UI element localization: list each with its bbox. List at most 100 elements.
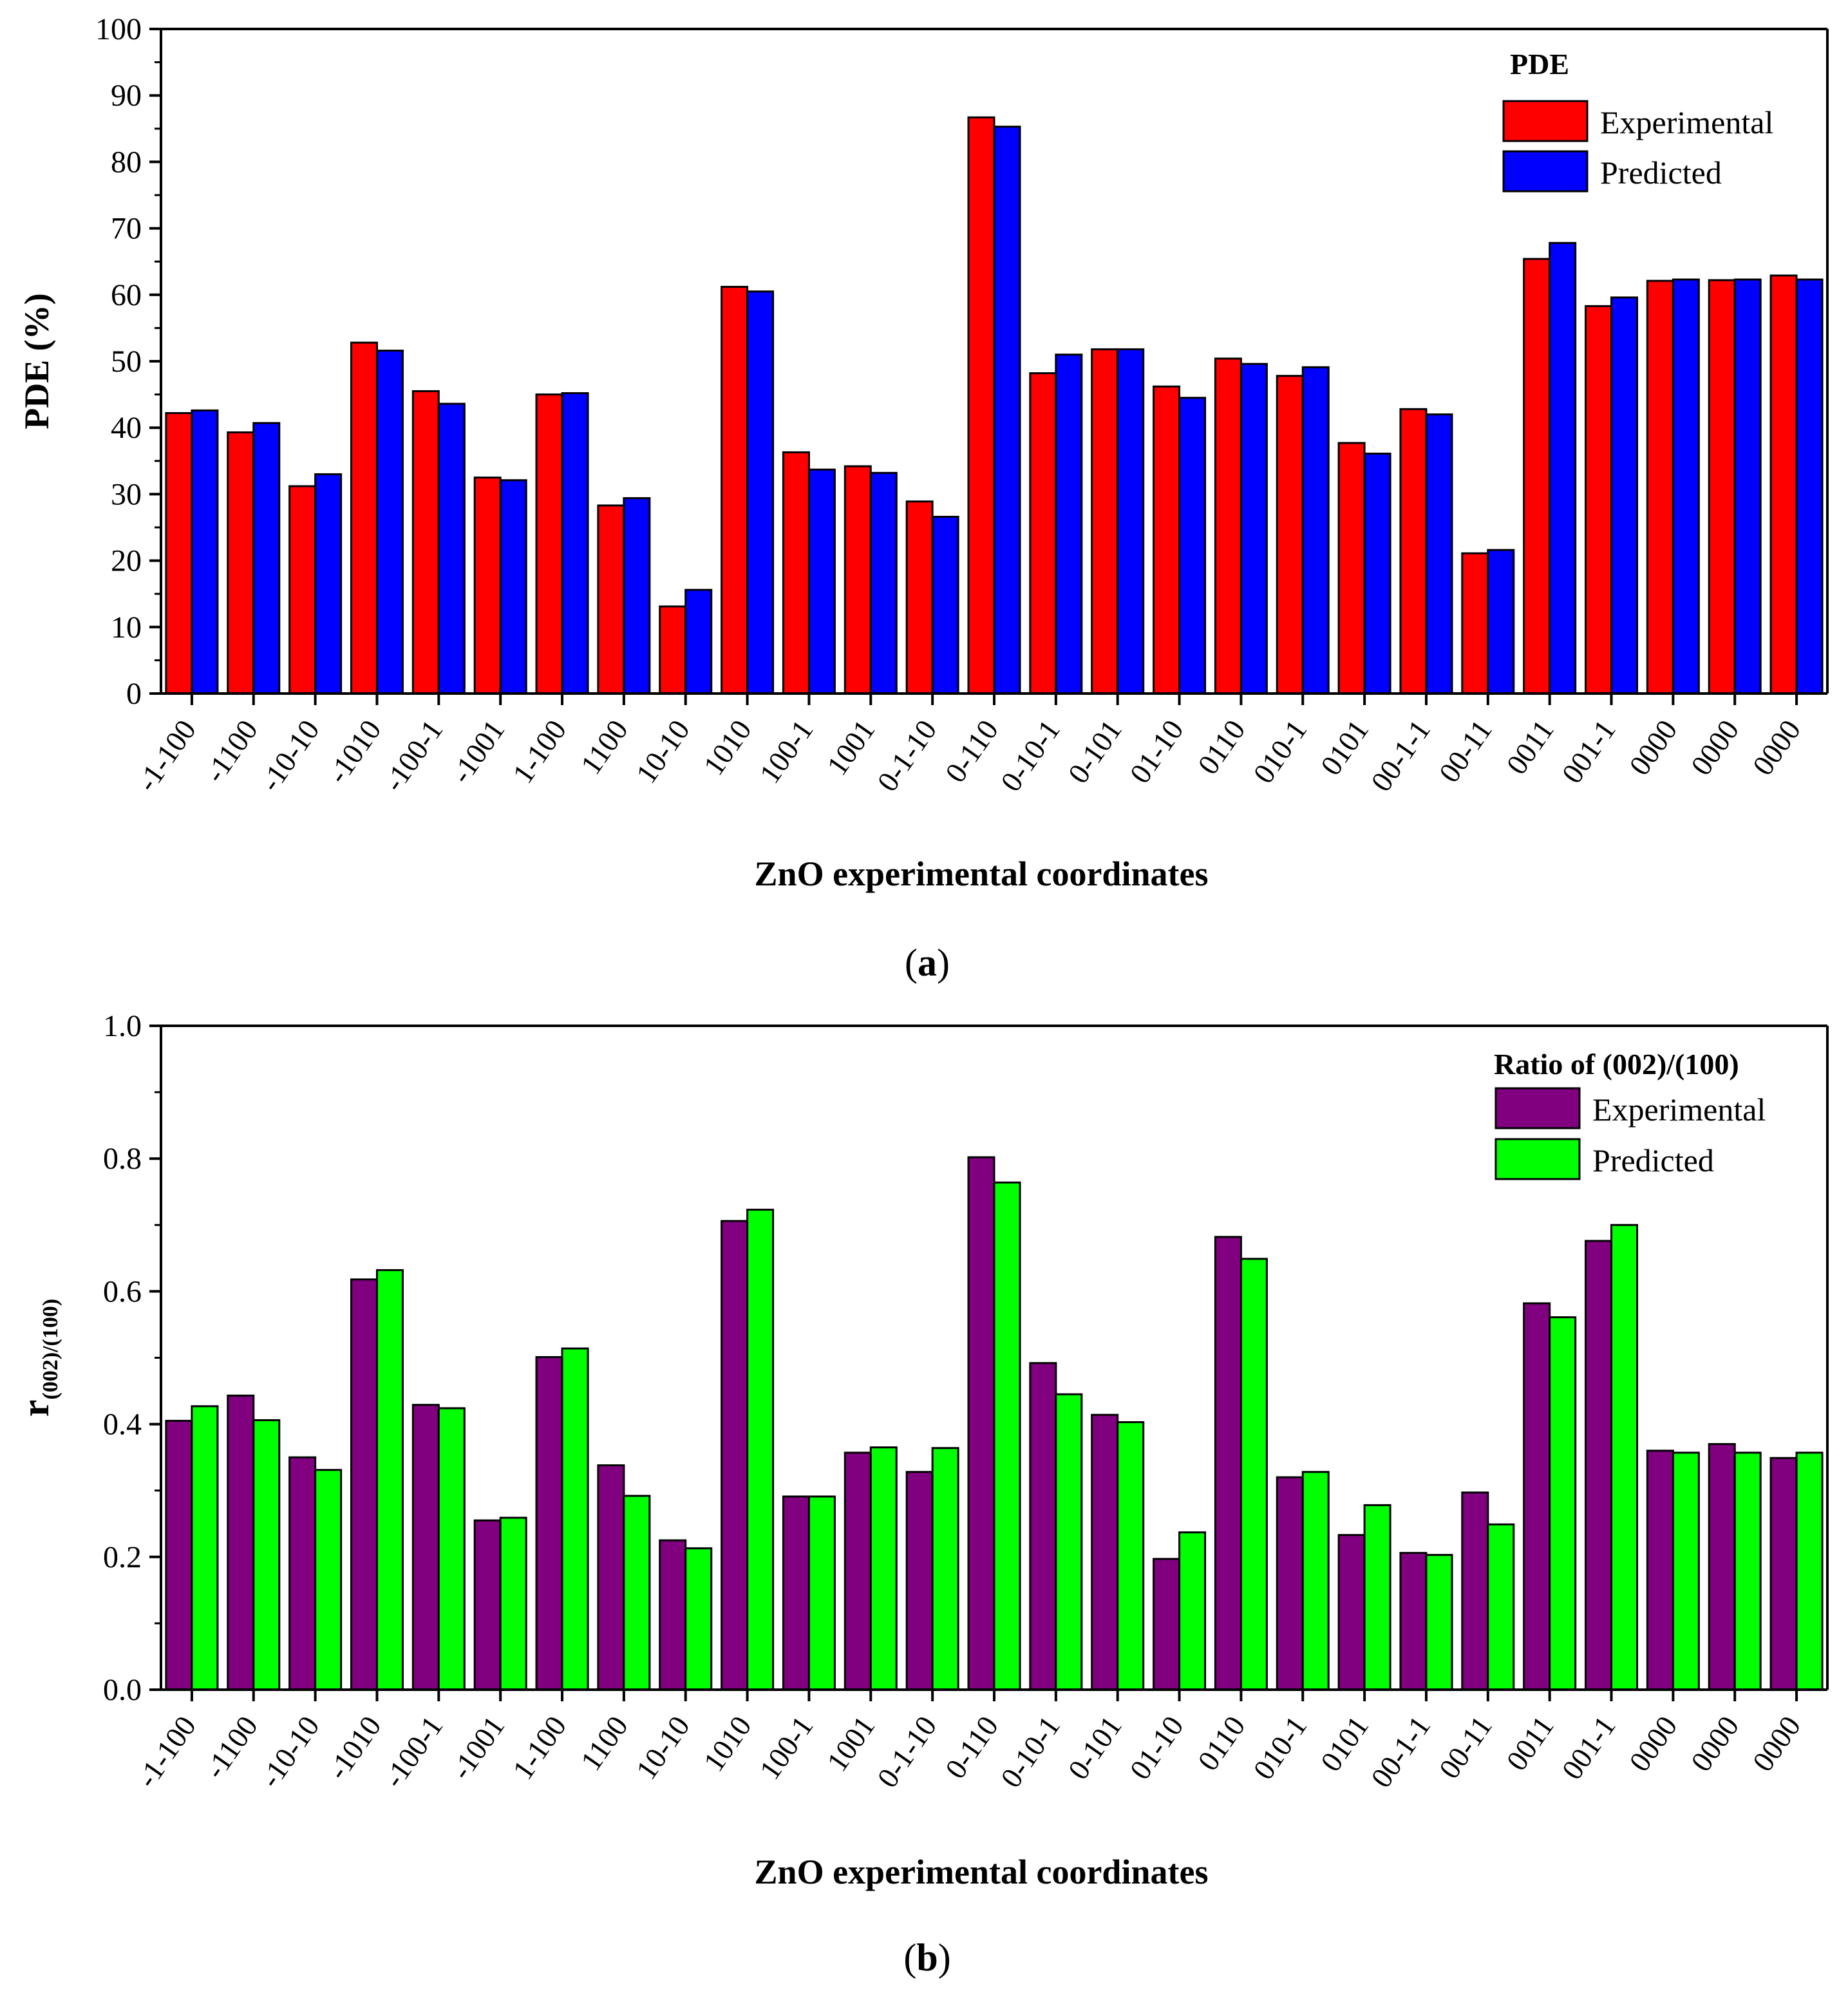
caption-a-close: ) — [937, 941, 950, 984]
bar-b-predicted-11 — [869, 1446, 898, 1691]
bar-b-experimental-10 — [782, 1495, 810, 1691]
bar-a-experimental-3 — [350, 341, 378, 695]
x-tick-label-b-5: -1001 — [444, 1710, 511, 1785]
bar-a-predicted-19 — [1363, 452, 1391, 695]
legend-label-a-experimental: Experimental — [1600, 104, 1773, 140]
bar-b-experimental-13 — [967, 1156, 995, 1691]
bar-b-experimental-4 — [411, 1404, 440, 1691]
bar-a-predicted-6 — [561, 392, 589, 695]
caption-b-close: ) — [938, 1936, 951, 1979]
bar-b-experimental-6 — [535, 1355, 563, 1691]
bar-b-experimental-17 — [1214, 1236, 1242, 1691]
legend-swatch-a-predicted — [1502, 150, 1589, 193]
bar-a-experimental-10 — [782, 451, 810, 695]
x-tick-label-a-24: 0000 — [1623, 713, 1684, 781]
bar-b-predicted-18 — [1301, 1471, 1330, 1691]
bar-a-experimental-13 — [967, 116, 995, 695]
bar-a-predicted-8 — [684, 589, 713, 695]
bar-a-experimental-4 — [411, 390, 440, 695]
bar-b-experimental-19 — [1337, 1534, 1366, 1691]
bar-b-predicted-26 — [1795, 1451, 1824, 1691]
x-tick-label-b-26: 0000 — [1746, 1710, 1807, 1777]
bar-a-experimental-18 — [1276, 375, 1304, 695]
bar-a-experimental-21 — [1461, 552, 1489, 695]
bar-b-predicted-24 — [1672, 1451, 1700, 1691]
y-tick-label-a-4: 40 — [111, 411, 142, 445]
bar-b-experimental-15 — [1091, 1413, 1119, 1691]
x-tick-label-b-14: 0-10-1 — [994, 1710, 1066, 1793]
x-axis-title-b: ZnO experimental coordinates — [755, 1853, 1209, 1891]
x-tick-label-a-12: 0-1-10 — [871, 713, 943, 797]
bar-a-predicted-2 — [314, 473, 343, 695]
bar-a-predicted-25 — [1733, 278, 1762, 695]
bar-a-experimental-19 — [1337, 442, 1366, 695]
bar-a-predicted-12 — [931, 515, 959, 695]
x-tick-label-a-4: -100-1 — [377, 713, 449, 797]
bar-b-predicted-5 — [499, 1516, 527, 1691]
bar-a-experimental-11 — [844, 465, 872, 695]
bar-a-experimental-0 — [165, 411, 193, 695]
bar-b-experimental-2 — [288, 1456, 317, 1691]
x-tick-label-b-4: -100-1 — [377, 1710, 449, 1793]
x-tick-label-b-0: -1-100 — [130, 1710, 202, 1793]
bar-a-experimental-22 — [1523, 258, 1551, 695]
legend-swatch-b-experimental — [1494, 1087, 1581, 1129]
legend-title-b: Ratio of (002)/(100) — [1494, 1048, 1739, 1081]
y-tick-label-b-2: 0.4 — [103, 1408, 142, 1442]
bar-a-experimental-7 — [597, 504, 625, 695]
legend-label-a-predicted: Predicted — [1600, 155, 1722, 191]
bar-a-predicted-21 — [1487, 549, 1515, 695]
caption-a-letter: a — [918, 941, 937, 984]
x-tick-label-b-6: 1-100 — [506, 1710, 572, 1785]
bar-b-experimental-11 — [844, 1451, 872, 1691]
bar-a-predicted-23 — [1610, 296, 1639, 695]
bar-a-experimental-23 — [1585, 305, 1613, 695]
x-tick-label-b-11: 1001 — [820, 1710, 882, 1777]
x-tick-label-b-24: 0000 — [1623, 1710, 1684, 1777]
bar-a-predicted-4 — [437, 402, 466, 695]
x-tick-label-b-10: 100-1 — [753, 1710, 819, 1785]
x-tick-label-b-20: 00-1-1 — [1364, 1710, 1437, 1793]
legend-swatch-a-experimental — [1502, 100, 1589, 142]
bar-b-experimental-0 — [165, 1419, 193, 1691]
x-tick-label-b-17: 0110 — [1191, 1710, 1252, 1776]
x-tick-label-b-21: 00-11 — [1433, 1710, 1498, 1784]
bar-a-experimental-15 — [1091, 348, 1119, 695]
bar-b-predicted-23 — [1610, 1223, 1639, 1691]
bar-b-predicted-25 — [1733, 1451, 1762, 1691]
bar-a-experimental-5 — [473, 477, 502, 695]
x-tick-label-a-20: 00-1-1 — [1364, 713, 1437, 797]
y-tick-label-a-5: 50 — [111, 345, 142, 379]
x-tick-label-a-14: 0-10-1 — [994, 713, 1066, 797]
bar-b-predicted-19 — [1363, 1504, 1391, 1691]
bar-a-experimental-26 — [1769, 274, 1798, 695]
bar-a-predicted-13 — [993, 126, 1021, 695]
x-tick-label-b-25: 0000 — [1684, 1710, 1746, 1777]
bar-a-predicted-11 — [869, 471, 898, 695]
x-tick-label-a-6: 1-100 — [506, 713, 572, 789]
x-axis-title-a: ZnO experimental coordinates — [755, 855, 1209, 893]
bar-a-predicted-16 — [1178, 397, 1207, 695]
bar-a-predicted-24 — [1672, 278, 1700, 695]
bar-b-predicted-6 — [561, 1347, 589, 1691]
x-tick-label-a-9: 1010 — [697, 713, 758, 781]
x-tick-label-a-0: -1-100 — [130, 713, 202, 797]
bar-a-predicted-17 — [1240, 363, 1268, 695]
bar-b-experimental-21 — [1461, 1491, 1489, 1691]
bar-b-predicted-9 — [746, 1209, 775, 1691]
x-tick-label-b-16: 01-10 — [1123, 1710, 1189, 1785]
y-tick-label-b-5: 1.0 — [103, 1009, 142, 1043]
bar-a-experimental-14 — [1029, 372, 1057, 695]
x-tick-label-b-18: 010-1 — [1247, 1710, 1313, 1785]
legend-label-b-experimental: Experimental — [1592, 1091, 1766, 1128]
x-tick-label-a-10: 100-1 — [753, 713, 819, 789]
bar-a-predicted-22 — [1549, 241, 1577, 695]
x-tick-label-b-12: 0-1-10 — [871, 1710, 943, 1793]
x-tick-label-b-23: 001-1 — [1555, 1710, 1621, 1785]
x-tick-label-a-23: 001-1 — [1555, 713, 1621, 789]
bar-b-predicted-15 — [1117, 1421, 1145, 1691]
bar-a-predicted-7 — [623, 497, 651, 695]
bar-b-predicted-3 — [375, 1269, 404, 1691]
y-tick-label-a-0: 0 — [126, 677, 142, 711]
